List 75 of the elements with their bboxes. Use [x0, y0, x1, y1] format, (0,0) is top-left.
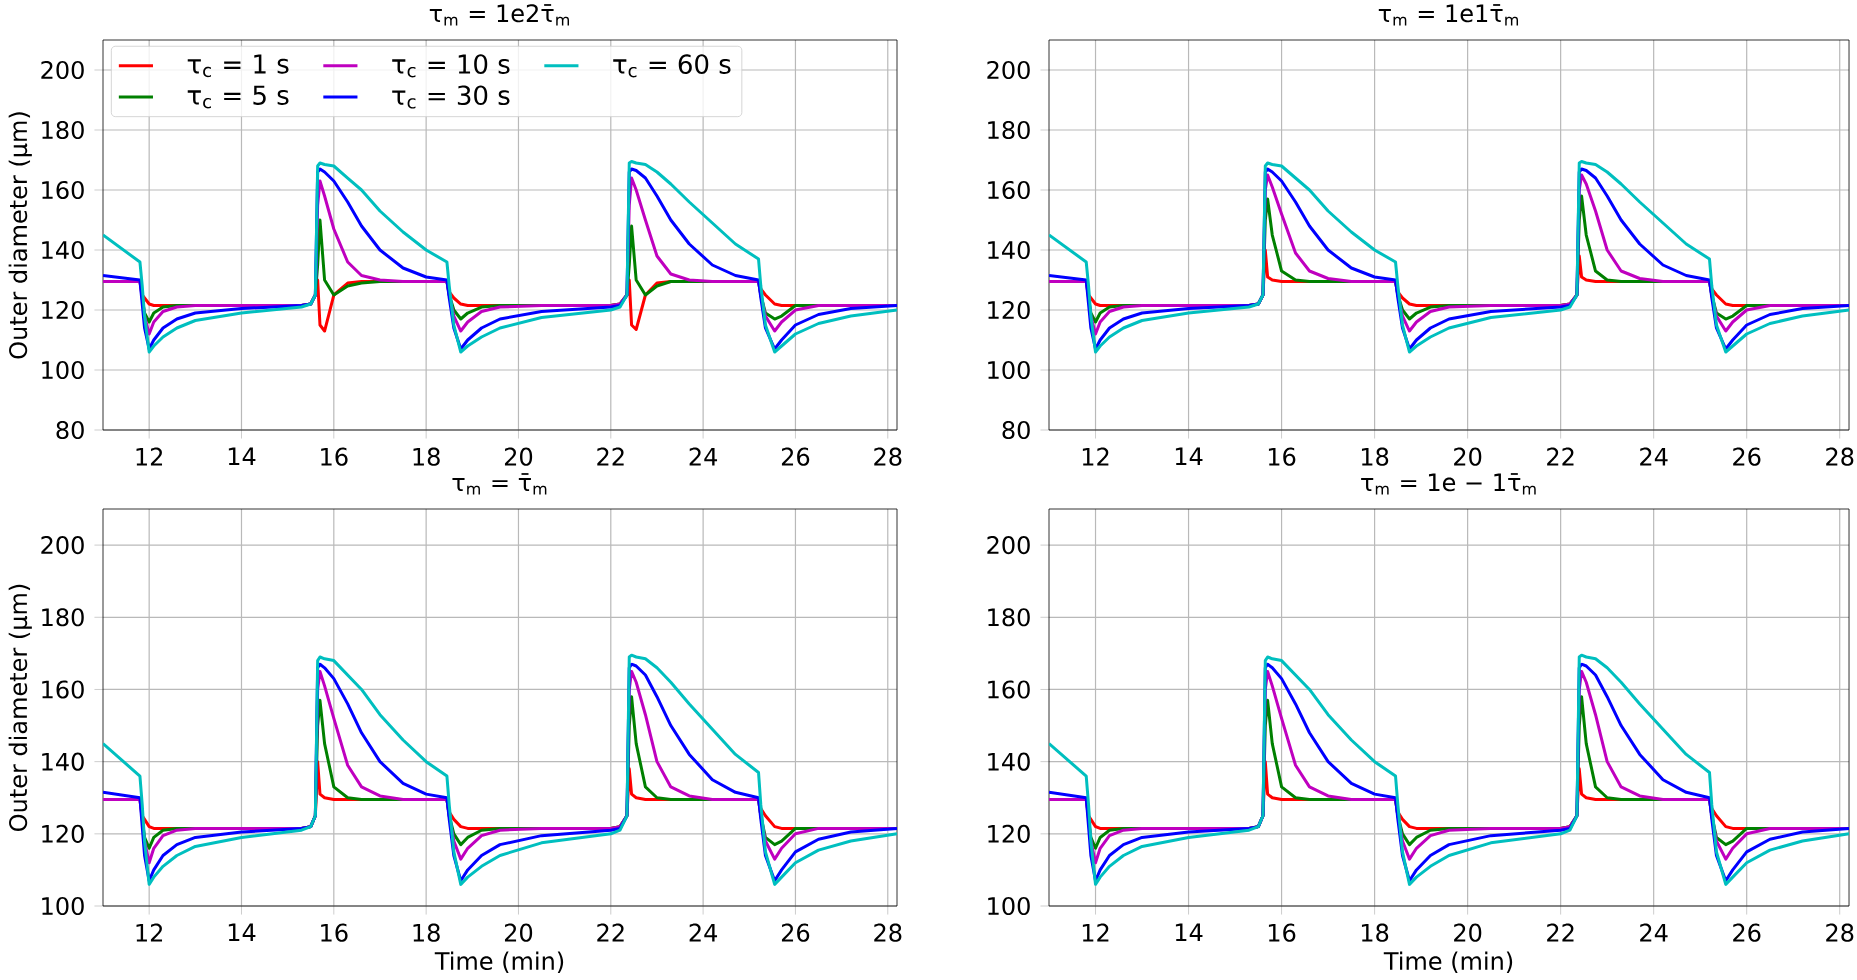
y-tick-label: 120 — [988, 824, 1030, 843]
x-tick-label: 20 — [1454, 447, 1482, 466]
y-tick-label: 160 — [42, 680, 84, 699]
legend-label: τ$_{c}$ = 60 s — [613, 54, 731, 78]
x-tick-label: 18 — [413, 447, 440, 466]
x-tick-label: 20 — [504, 923, 533, 942]
x-tick-label: 24 — [689, 447, 718, 466]
y-tick-label: 200 — [987, 60, 1030, 80]
y-tick-label: 100 — [988, 896, 1030, 916]
y-tick-label: 180 — [42, 120, 84, 140]
chart-title: τ$_{m}$ = 1e2τ̄$_{m}$ — [429, 4, 569, 26]
x-tick-label: 12 — [1082, 447, 1109, 466]
x-tick-label: 16 — [321, 447, 348, 466]
x-tick-label: 14 — [228, 447, 256, 466]
x-tick-label: 16 — [1268, 923, 1296, 942]
x-tick-label: 22 — [597, 923, 624, 942]
y-tick-label: 140 — [988, 240, 1030, 260]
x-tick-label: 26 — [781, 447, 810, 466]
y-tick-label: 140 — [42, 240, 84, 260]
x-tick-label: 22 — [1547, 447, 1574, 466]
y-tick-label: 200 — [987, 536, 1030, 555]
x-tick-label: 28 — [1826, 447, 1854, 466]
y-tick-label: 80 — [56, 420, 84, 440]
y-tick-label: 80 — [1002, 420, 1030, 440]
y-axis-title: Outer diameter (μm) — [8, 112, 32, 359]
y-tick-label: 100 — [988, 360, 1030, 380]
x-tick-label: 14 — [1175, 923, 1203, 942]
y-tick-label: 160 — [42, 180, 84, 200]
y-tick-label: 100 — [42, 360, 84, 380]
x-tick-label: 28 — [874, 923, 902, 942]
x-tick-label: 12 — [1082, 923, 1109, 942]
x-tick-label: 26 — [1733, 923, 1761, 942]
x-tick-label: 16 — [321, 923, 348, 942]
x-tick-label: 18 — [1361, 923, 1389, 942]
x-tick-label: 12 — [136, 923, 163, 942]
y-tick-label: 160 — [988, 680, 1030, 699]
x-tick-label: 24 — [1640, 923, 1668, 942]
x-tick-label: 24 — [1640, 447, 1668, 466]
y-tick-label: 120 — [42, 824, 84, 843]
y-tick-label: 180 — [988, 608, 1030, 627]
x-axis-title: Time (min) — [1383, 951, 1513, 973]
y-tick-label: 200 — [41, 536, 84, 555]
x-tick-label: 24 — [689, 923, 718, 942]
x-tick-label: 26 — [1733, 447, 1761, 466]
x-tick-label: 22 — [1547, 923, 1574, 942]
chart-title: τ$_{m}$ = τ̄$_{m}$ — [452, 473, 547, 495]
chart-title: τ$_{m}$ = 1e1τ̄$_{m}$ — [1378, 4, 1519, 26]
y-tick-label: 140 — [42, 752, 84, 771]
x-tick-label: 12 — [136, 447, 163, 466]
x-tick-label: 28 — [874, 447, 902, 466]
y-tick-label: 120 — [42, 300, 84, 320]
x-tick-label: 20 — [504, 447, 533, 466]
x-tick-label: 18 — [413, 923, 440, 942]
x-tick-label: 22 — [597, 447, 624, 466]
y-tick-label: 180 — [42, 608, 84, 627]
x-tick-label: 20 — [1454, 923, 1482, 942]
legend-label: τ$_{c}$ = 10 s — [392, 54, 510, 78]
y-tick-label: 200 — [41, 60, 84, 80]
y-axis-title: Outer diameter (μm) — [8, 584, 32, 831]
x-tick-label: 18 — [1361, 447, 1389, 466]
y-tick-label: 120 — [988, 300, 1030, 320]
y-tick-label: 180 — [988, 120, 1030, 140]
x-tick-label: 14 — [1175, 447, 1203, 466]
legend-label: τ$_{c}$ = 1 s — [187, 54, 289, 78]
x-tick-label: 28 — [1826, 923, 1854, 942]
y-tick-label: 160 — [988, 180, 1030, 200]
x-tick-label: 16 — [1268, 447, 1296, 466]
chart-title: τ$_{m}$ = 1e − 1τ̄$_{m}$ — [1361, 473, 1536, 495]
y-tick-label: 100 — [42, 896, 84, 916]
y-tick-label: 140 — [988, 752, 1030, 771]
legend-label: τ$_{c}$ = 30 s — [392, 85, 510, 109]
x-axis-title: Time (min) — [434, 951, 564, 973]
legend-label: τ$_{c}$ = 5 s — [187, 85, 289, 109]
x-tick-label: 14 — [228, 923, 256, 942]
x-tick-label: 26 — [781, 923, 810, 942]
